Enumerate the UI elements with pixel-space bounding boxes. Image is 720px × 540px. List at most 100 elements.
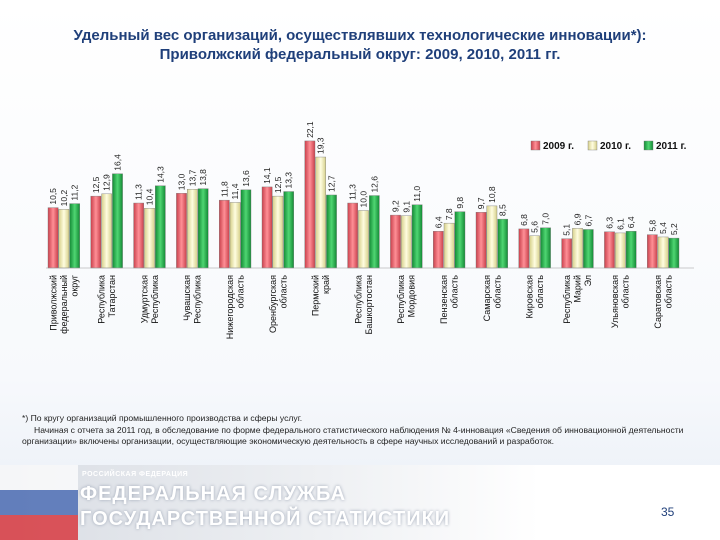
value-label: 13,7 [187,169,197,186]
value-label: 11,3 [348,184,358,200]
bar-15-series-2 [657,236,669,269]
value-label: 11,4 [230,183,240,199]
value-label: 11,3 [134,184,144,200]
bar-12-series-3 [540,227,551,269]
category-label-line: Республика [150,275,160,324]
value-label: 10,0 [359,191,369,208]
value-label: 22,1 [305,121,315,138]
bar-10-series-2 [443,222,455,269]
category-label-line: Республика [562,275,572,324]
bar-13-series-3 [583,229,594,269]
value-label: 9,7 [476,197,486,209]
value-label: 11,2 [70,184,80,200]
bar-14-series-3 [625,230,637,269]
bar-5-series-1 [218,199,230,269]
bar-6-series-1 [261,186,273,269]
value-label: 11,0 [412,186,422,202]
value-label: 12,9 [102,174,112,191]
footnote: *) По кругу организаций промышленного пр… [22,413,702,448]
bar-8-series-3 [369,195,380,269]
category-label-line: Башкортостан [364,275,374,335]
category-label: Нижегородскаяобласть [225,275,246,340]
category-label-line: Республика [353,275,363,324]
bar-4-series-3 [197,188,209,269]
value-label: 12,7 [327,175,337,192]
bar-12-series-2 [529,235,540,269]
org-name-line-1: ФЕДЕРАЛЬНАЯ СЛУЖБА [80,483,347,505]
category-label-line: Республика [396,275,406,324]
category-label-line: Мордовия [407,275,417,317]
bar-5-series-3 [240,189,252,269]
category-label: РеспубликаТатарстан [97,275,118,324]
bar-4-series-1 [176,193,187,269]
value-label: 7,8 [444,208,454,220]
value-label: 13,8 [198,169,208,186]
bar-11-series-1 [475,212,487,269]
value-label: 5,8 [647,220,657,232]
bar-8-series-1 [347,202,359,269]
value-label: 12,6 [369,176,379,193]
value-label: 9,8 [455,197,465,209]
bar-13-series-1 [561,238,572,269]
category-labels-layer: Приволжскийфедеральныйокруг РеспубликаТат… [49,274,674,339]
bar-10-series-3 [454,211,466,269]
category-label-line: Ульяновская [610,275,620,328]
bar-7-series-2 [315,156,327,269]
category-label-line: Республика [97,275,107,324]
bar-11-series-2 [486,205,498,269]
value-label: 6,9 [573,213,583,225]
footnote-line-2: Начиная с отчета за 2011 год, в обследов… [22,424,684,447]
category-label-line: Марий [573,275,583,303]
category-label: Пермскийкрай [311,275,332,316]
value-label: 14,3 [155,166,165,183]
category-label-line: Оренбургская [268,275,278,333]
bar-14-series-1 [604,231,615,269]
category-label-line: Саратовская [653,275,663,329]
bar-10-series-1 [433,230,444,269]
value-label: 6,3 [605,217,615,229]
category-label-line: Приволжский [49,275,59,331]
category-label-line: Республика [193,275,203,324]
flag-white-stripe [0,465,78,490]
value-label: 13,0 [177,173,187,190]
value-label: 5,4 [658,222,668,234]
bar-12-series-1 [518,228,530,269]
category-label: Пензенскаяобласть [439,275,460,324]
value-label: 19,3 [316,137,326,154]
value-label: 16,4 [113,154,123,171]
chart: 2009 г. 2010 г. 2011 г. 10,5 10,2 11,2 12,5 12… [46,121,694,339]
value-label: 12,5 [91,176,101,193]
chart-legend: 2009 г. 2010 г. 2011 г. [530,140,687,152]
value-label: 10,5 [48,188,58,205]
legend-label-series-3: 2011 г. [656,141,687,152]
bar-2-series-1 [90,195,102,269]
category-label-line: область [235,275,245,309]
category-label: РеспубликаМордовия [396,275,417,324]
bar-15-series-1 [647,234,658,269]
category-label: Саратовскаяобласть [653,275,674,329]
category-label-line: Удмуртская [139,275,149,323]
value-label: 7,0 [541,213,551,225]
value-label: 10,2 [59,190,69,207]
bar-9-series-3 [411,204,423,269]
flag-blue-stripe [0,490,78,515]
value-label: 12,5 [273,176,283,193]
category-label-line: федеральный [59,275,69,334]
bar-14-series-2 [615,232,626,269]
footer-banner: РОССИЙСКАЯ ФЕДЕРАЦИЯ ФЕДЕРАЛЬНАЯ СЛУЖБА … [0,465,720,540]
category-label: УдмуртскаяРеспублика [139,275,160,324]
bar-6-series-3 [283,191,295,269]
bar-7-series-3 [326,194,337,269]
category-label: ЧувашскаяРеспублика [182,275,203,324]
flag-red-stripe [0,515,78,540]
bar-4-series-2 [186,189,198,269]
category-label-line: область [449,275,459,309]
bar-1-series-3 [69,203,80,269]
org-name-line-2: ГОСУДАРСТВЕННОЙ СТАТИСТИКИ [80,508,451,530]
category-label-line: Кировская [525,275,535,319]
legend-swatch-series-2 [587,140,598,151]
category-label-line: Чувашская [182,275,192,321]
page-number: 35 [661,505,675,519]
category-label-line: Татарстан [107,275,117,317]
